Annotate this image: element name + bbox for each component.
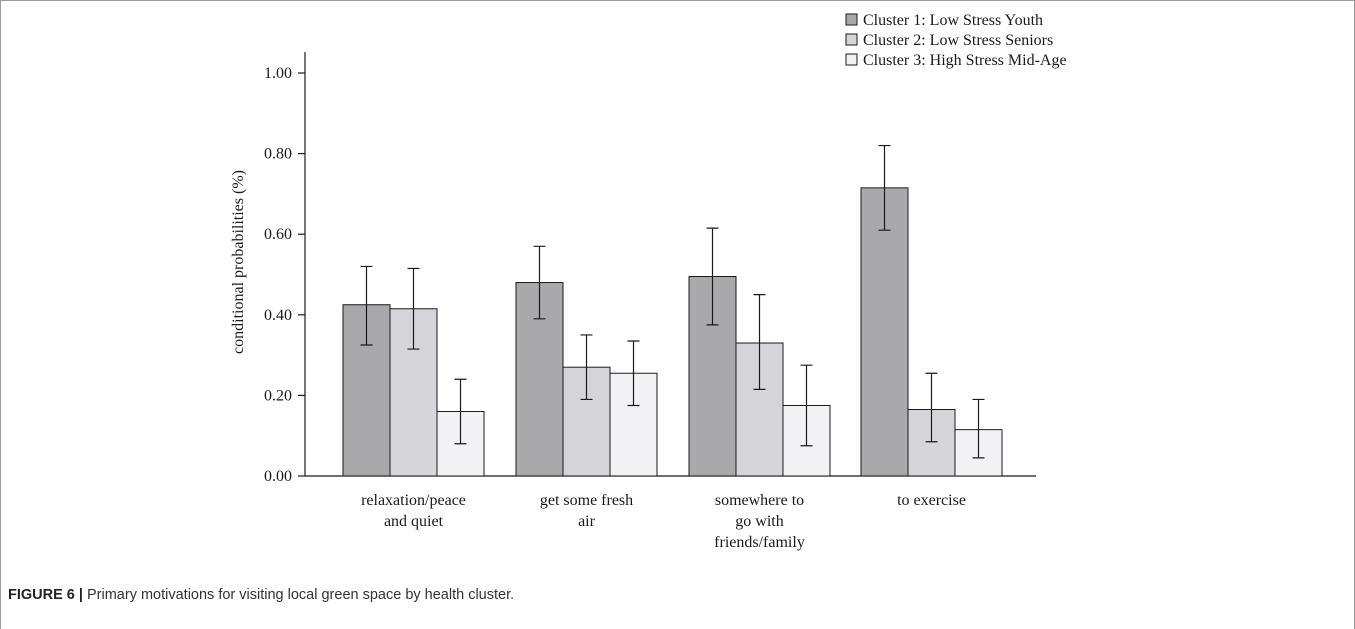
legend-label: Cluster 3: High Stress Mid-Age bbox=[863, 52, 1067, 69]
error-bar-cluster3-cat3 bbox=[800, 364, 813, 447]
category-label: relaxation/peace and quiet bbox=[361, 492, 466, 530]
y-tick-label: 0.00 bbox=[264, 468, 292, 485]
error-bar-cluster1-cat1 bbox=[360, 265, 373, 346]
error-bar-cluster3-cat2 bbox=[627, 340, 640, 407]
chart-legend: Cluster 1: Low Stress Youth Cluster 2: Lo… bbox=[845, 12, 1067, 69]
error-bar-cluster2-cat1 bbox=[407, 267, 420, 350]
bar-chart: 0.00 0.20 0.40 0.60 0.80 1.00 relaxation/peac… bbox=[230, 52, 1036, 551]
error-bar-cluster2-cat3 bbox=[753, 294, 766, 390]
category-label: to exercise bbox=[897, 492, 966, 509]
y-tick-label: 0.40 bbox=[264, 307, 292, 324]
category-label: get some fresh air bbox=[540, 492, 633, 530]
y-axis-title: conditional probabilities (%) bbox=[230, 170, 247, 354]
error-bar-cluster2-cat2 bbox=[580, 334, 593, 401]
bar-cluster1-cat4 bbox=[860, 187, 909, 477]
y-tick-label: 1.00 bbox=[264, 65, 292, 82]
y-tick-label: 0.20 bbox=[264, 387, 292, 404]
figure-caption-text: Primary motivations for visiting local g… bbox=[82, 587, 515, 603]
y-tick-label: 0.80 bbox=[264, 146, 292, 163]
y-tick-label: 0.60 bbox=[264, 226, 292, 243]
figure-caption-label: FIGURE 6 | bbox=[8, 587, 83, 603]
error-bar-cluster3-cat1 bbox=[454, 378, 467, 445]
legend-swatch bbox=[845, 33, 858, 46]
error-bar-cluster2-cat4 bbox=[925, 372, 938, 443]
legend-label: Cluster 1: Low Stress Youth bbox=[863, 12, 1043, 29]
error-bar-cluster1-cat3 bbox=[706, 227, 719, 326]
error-bar-cluster1-cat4 bbox=[878, 144, 891, 231]
category-label: somewhere to go with friends/family bbox=[714, 492, 805, 551]
error-bar-cluster1-cat2 bbox=[533, 245, 546, 320]
legend-swatch bbox=[845, 13, 858, 26]
legend-swatch bbox=[845, 53, 858, 66]
legend-label: Cluster 2: Low Stress Seniors bbox=[863, 32, 1053, 49]
figure-caption: FIGURE 6 | Primary motivations for visit… bbox=[8, 587, 514, 603]
error-bar-cluster3-cat4 bbox=[972, 398, 985, 459]
